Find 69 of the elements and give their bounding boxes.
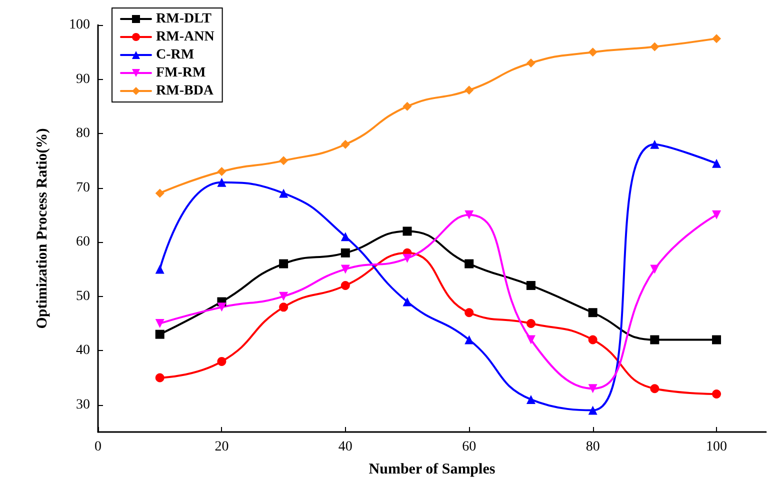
point [588,308,598,318]
point [526,335,536,344]
point [279,156,288,166]
point [526,318,536,328]
y-tick-label: 90 [76,72,90,87]
point [588,406,598,415]
point [340,280,350,290]
y-tick-label: 100 [69,18,90,32]
point [279,292,288,301]
y-tick-label: 30 [76,397,90,412]
point [464,86,474,95]
point [340,140,350,149]
point [712,34,722,44]
point [588,48,598,57]
y-tick-label: 40 [76,343,90,358]
point [217,167,226,176]
x-tick-label: 60 [462,440,476,454]
point [712,335,722,344]
point [155,188,164,198]
point [526,280,536,290]
point [340,248,350,258]
point [650,140,660,149]
point [217,178,226,187]
point [402,226,412,236]
y-tick-label: 80 [76,126,90,142]
point [650,384,660,394]
y-axis-title: Optimization Process Ratio(%) [34,128,50,329]
point [464,259,474,268]
x-tick-label: 80 [586,440,600,454]
point [279,259,288,268]
legend-label: RM-BDA [156,84,214,98]
point [217,302,226,312]
legend-label: C-RM [156,48,194,62]
x-tick-label: 0 [94,440,102,454]
point [402,102,412,111]
point [588,384,598,394]
point [340,264,350,274]
y-tick-label: 60 [76,234,90,250]
point [526,394,536,404]
point [650,42,660,52]
point [279,302,288,312]
point [526,58,536,68]
x-axis-title: Number of Samples [368,462,496,478]
x-tick-label: 20 [214,440,229,454]
point [712,210,722,220]
point [402,254,412,263]
point [712,158,722,168]
x-tick-label: 100 [706,440,728,454]
point [464,210,474,220]
y-tick-label: 50 [76,288,90,304]
point [650,264,660,274]
point [464,335,474,344]
point [650,335,660,344]
legend-label: RM-ANN [156,30,214,44]
point [155,373,164,382]
point [402,297,412,306]
point [217,356,226,366]
point [155,318,164,328]
point [279,188,288,198]
x-tick-label: 40 [338,440,352,454]
point [588,335,598,344]
legend-label: RM-DLT [156,12,212,26]
legend-label: FM-RM [156,66,206,80]
point [155,264,164,274]
y-tick-label: 70 [76,180,90,196]
point [712,390,722,399]
point [464,308,474,318]
point [340,232,350,242]
point [155,330,164,339]
